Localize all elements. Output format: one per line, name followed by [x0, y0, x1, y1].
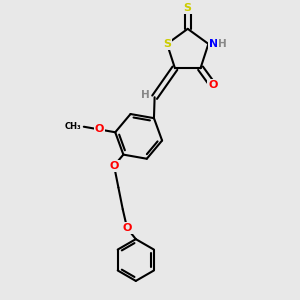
Text: O: O	[95, 124, 104, 134]
Text: S: S	[184, 3, 192, 13]
Text: S: S	[163, 39, 171, 49]
Text: H: H	[141, 90, 150, 100]
Text: O: O	[122, 223, 132, 233]
Text: O: O	[208, 80, 218, 90]
Text: N: N	[209, 39, 218, 49]
Text: H: H	[218, 39, 227, 49]
Text: O: O	[110, 161, 119, 171]
Text: CH₃: CH₃	[65, 122, 82, 131]
